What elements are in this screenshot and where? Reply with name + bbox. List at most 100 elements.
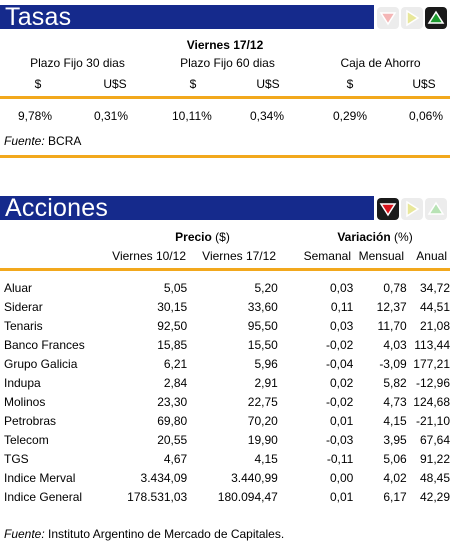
price-viernes-10: 20,55 bbox=[157, 433, 188, 447]
rate-value: 10,11% bbox=[172, 109, 212, 123]
var-mensual: 4,02 bbox=[383, 471, 407, 485]
stock-name: Banco Frances bbox=[4, 338, 85, 352]
var-semanal: 0,11 bbox=[330, 300, 354, 314]
stock-name: Telecom bbox=[4, 433, 49, 447]
price-viernes-17: 3.440,99 bbox=[231, 471, 278, 485]
var-anual: 91,22 bbox=[419, 452, 450, 466]
up-arrow-icon bbox=[425, 198, 447, 220]
price-viernes-17: 4,15 bbox=[254, 452, 278, 466]
table-row: Indice General 178.531,03 180.094,47 0,01 6,… bbox=[0, 488, 450, 507]
price-viernes-17: 95,50 bbox=[247, 319, 278, 333]
tasas-date: Viernes 17/12 bbox=[186, 38, 264, 52]
right-arrow-icon bbox=[401, 7, 423, 29]
col-usd: U$S bbox=[412, 77, 436, 91]
col-pesos: $ bbox=[189, 77, 197, 91]
var-mensual: 4,03 bbox=[383, 338, 407, 352]
var-semanal: 0,00 bbox=[329, 471, 354, 485]
var-semanal: 0,01 bbox=[329, 414, 354, 428]
stock-name: Tenaris bbox=[4, 319, 43, 333]
precio-label: Precio bbox=[175, 230, 212, 244]
price-viernes-17: 70,20 bbox=[247, 414, 278, 428]
var-mensual: 5,82 bbox=[383, 376, 407, 390]
tasas-divider-bottom bbox=[0, 155, 450, 158]
price-viernes-10: 15,85 bbox=[157, 338, 188, 352]
group-caja-ahorro-label: Caja de Ahorro bbox=[340, 56, 421, 70]
var-semanal: 0,03 bbox=[329, 319, 354, 333]
source-label: Fuente: bbox=[4, 527, 45, 541]
price-viernes-10: 30,15 bbox=[157, 300, 188, 314]
acciones-divider-top bbox=[0, 268, 450, 271]
acciones-table-body: Aluar 5,05 5,20 0,03 0,78 34,72 Siderar 30,15 33… bbox=[0, 279, 450, 507]
price-viernes-17: 33,60 bbox=[247, 300, 278, 314]
var-anual: 42,29 bbox=[419, 490, 450, 504]
table-row: Telecom 20,55 19,90 -0,03 3,95 67,64 bbox=[0, 431, 450, 450]
price-viernes-10: 5,05 bbox=[163, 281, 188, 295]
tasas-source: Fuente: BCRA bbox=[4, 134, 81, 148]
acciones-source: Fuente: Instituto Argentino de Mercado d… bbox=[4, 527, 284, 541]
table-row: TGS 4,67 4,15 -0,11 5,06 91,22 bbox=[0, 450, 450, 469]
stock-name: Petrobras bbox=[4, 414, 57, 428]
var-semanal: -0,02 bbox=[325, 338, 354, 352]
price-viernes-17: 22,75 bbox=[247, 395, 278, 409]
var-mensual: 3,95 bbox=[383, 433, 407, 447]
var-semanal: 0,01 bbox=[329, 490, 354, 504]
acciones-table: Aluar 5,05 5,20 0,03 0,78 34,72 Siderar 30,15 33… bbox=[0, 279, 450, 507]
var-mensual: 11,70 bbox=[377, 319, 407, 333]
stock-name: Molinos bbox=[4, 395, 46, 409]
var-anual: 67,64 bbox=[419, 433, 450, 447]
rate-value: 0,34% bbox=[250, 109, 285, 123]
rate-value: 9,78% bbox=[18, 109, 53, 123]
var-semanal: -0,11 bbox=[326, 452, 354, 466]
price-viernes-10: 23,30 bbox=[157, 395, 188, 409]
var-mensual: 5,06 bbox=[383, 452, 407, 466]
rate-value: 0,31% bbox=[94, 109, 129, 123]
col-header-semanal: Semanal bbox=[303, 249, 351, 263]
var-semanal: 0,02 bbox=[329, 376, 354, 390]
var-mensual: 0,78 bbox=[383, 281, 407, 295]
price-viernes-17: 19,90 bbox=[247, 433, 278, 447]
var-anual: 34,72 bbox=[419, 281, 450, 295]
table-row: Indice Merval 3.434,09 3.440,99 0,00 4,02 48,… bbox=[0, 469, 450, 488]
var-anual: 124,68 bbox=[413, 395, 450, 409]
price-viernes-10: 2,84 bbox=[163, 376, 188, 390]
variacion-label: Variación bbox=[337, 230, 391, 244]
acciones-title: Acciones bbox=[5, 194, 109, 222]
rate-value: 0,29% bbox=[333, 109, 368, 123]
var-anual: 177,21 bbox=[413, 357, 450, 371]
stock-name: Aluar bbox=[4, 281, 33, 295]
var-anual: 44,51 bbox=[419, 300, 450, 314]
rate-value: 0,06% bbox=[409, 109, 444, 123]
col-usd: U$S bbox=[103, 77, 127, 91]
var-anual: -21,10 bbox=[415, 414, 450, 428]
var-mensual: 6,17 bbox=[383, 490, 407, 504]
price-viernes-17: 5,96 bbox=[254, 357, 278, 371]
col-header-mensual: Mensual bbox=[358, 249, 404, 263]
var-mensual: 12,37 bbox=[376, 300, 407, 314]
group-plazo-30-label: Plazo Fijo 30 dias bbox=[30, 56, 125, 70]
tasas-trend-icons bbox=[374, 5, 450, 31]
var-semanal: -0,04 bbox=[325, 357, 354, 371]
table-row: Molinos 23,30 22,75 -0,02 4,73 124,68 bbox=[0, 393, 450, 412]
table-row: Banco Frances 15,85 15,50 -0,02 4,03 113,44 bbox=[0, 336, 450, 355]
stock-name: Grupo Galicia bbox=[4, 357, 78, 371]
variacion-group-label: Variación (%) bbox=[300, 230, 450, 244]
col-header-viernes-10: Viernes 10/12 bbox=[112, 249, 186, 263]
stock-name: Indupa bbox=[4, 376, 41, 390]
right-arrow-icon bbox=[401, 198, 423, 220]
table-row: Siderar 30,15 33,60 0,11 12,37 44,51 bbox=[0, 298, 450, 317]
table-row: Indupa 2,84 2,91 0,02 5,82 -12,96 bbox=[0, 374, 450, 393]
stock-name: TGS bbox=[4, 452, 29, 466]
stock-name: Siderar bbox=[4, 300, 43, 314]
table-row: Grupo Galicia 6,21 5,96 -0,04 -3,09 177,21 bbox=[0, 355, 450, 374]
price-viernes-10: 92,50 bbox=[157, 319, 188, 333]
source-label: Fuente: bbox=[4, 134, 45, 148]
down-arrow-icon bbox=[377, 7, 399, 29]
col-header-anual: Anual bbox=[416, 249, 447, 263]
source-text: BCRA bbox=[44, 134, 82, 148]
price-viernes-10: 69,80 bbox=[157, 414, 188, 428]
price-viernes-17: 2,91 bbox=[254, 376, 278, 390]
price-viernes-10: 3.434,09 bbox=[140, 471, 188, 485]
col-pesos: $ bbox=[34, 77, 42, 91]
acciones-trend-icons bbox=[374, 196, 450, 222]
var-semanal: -0,03 bbox=[325, 433, 354, 447]
